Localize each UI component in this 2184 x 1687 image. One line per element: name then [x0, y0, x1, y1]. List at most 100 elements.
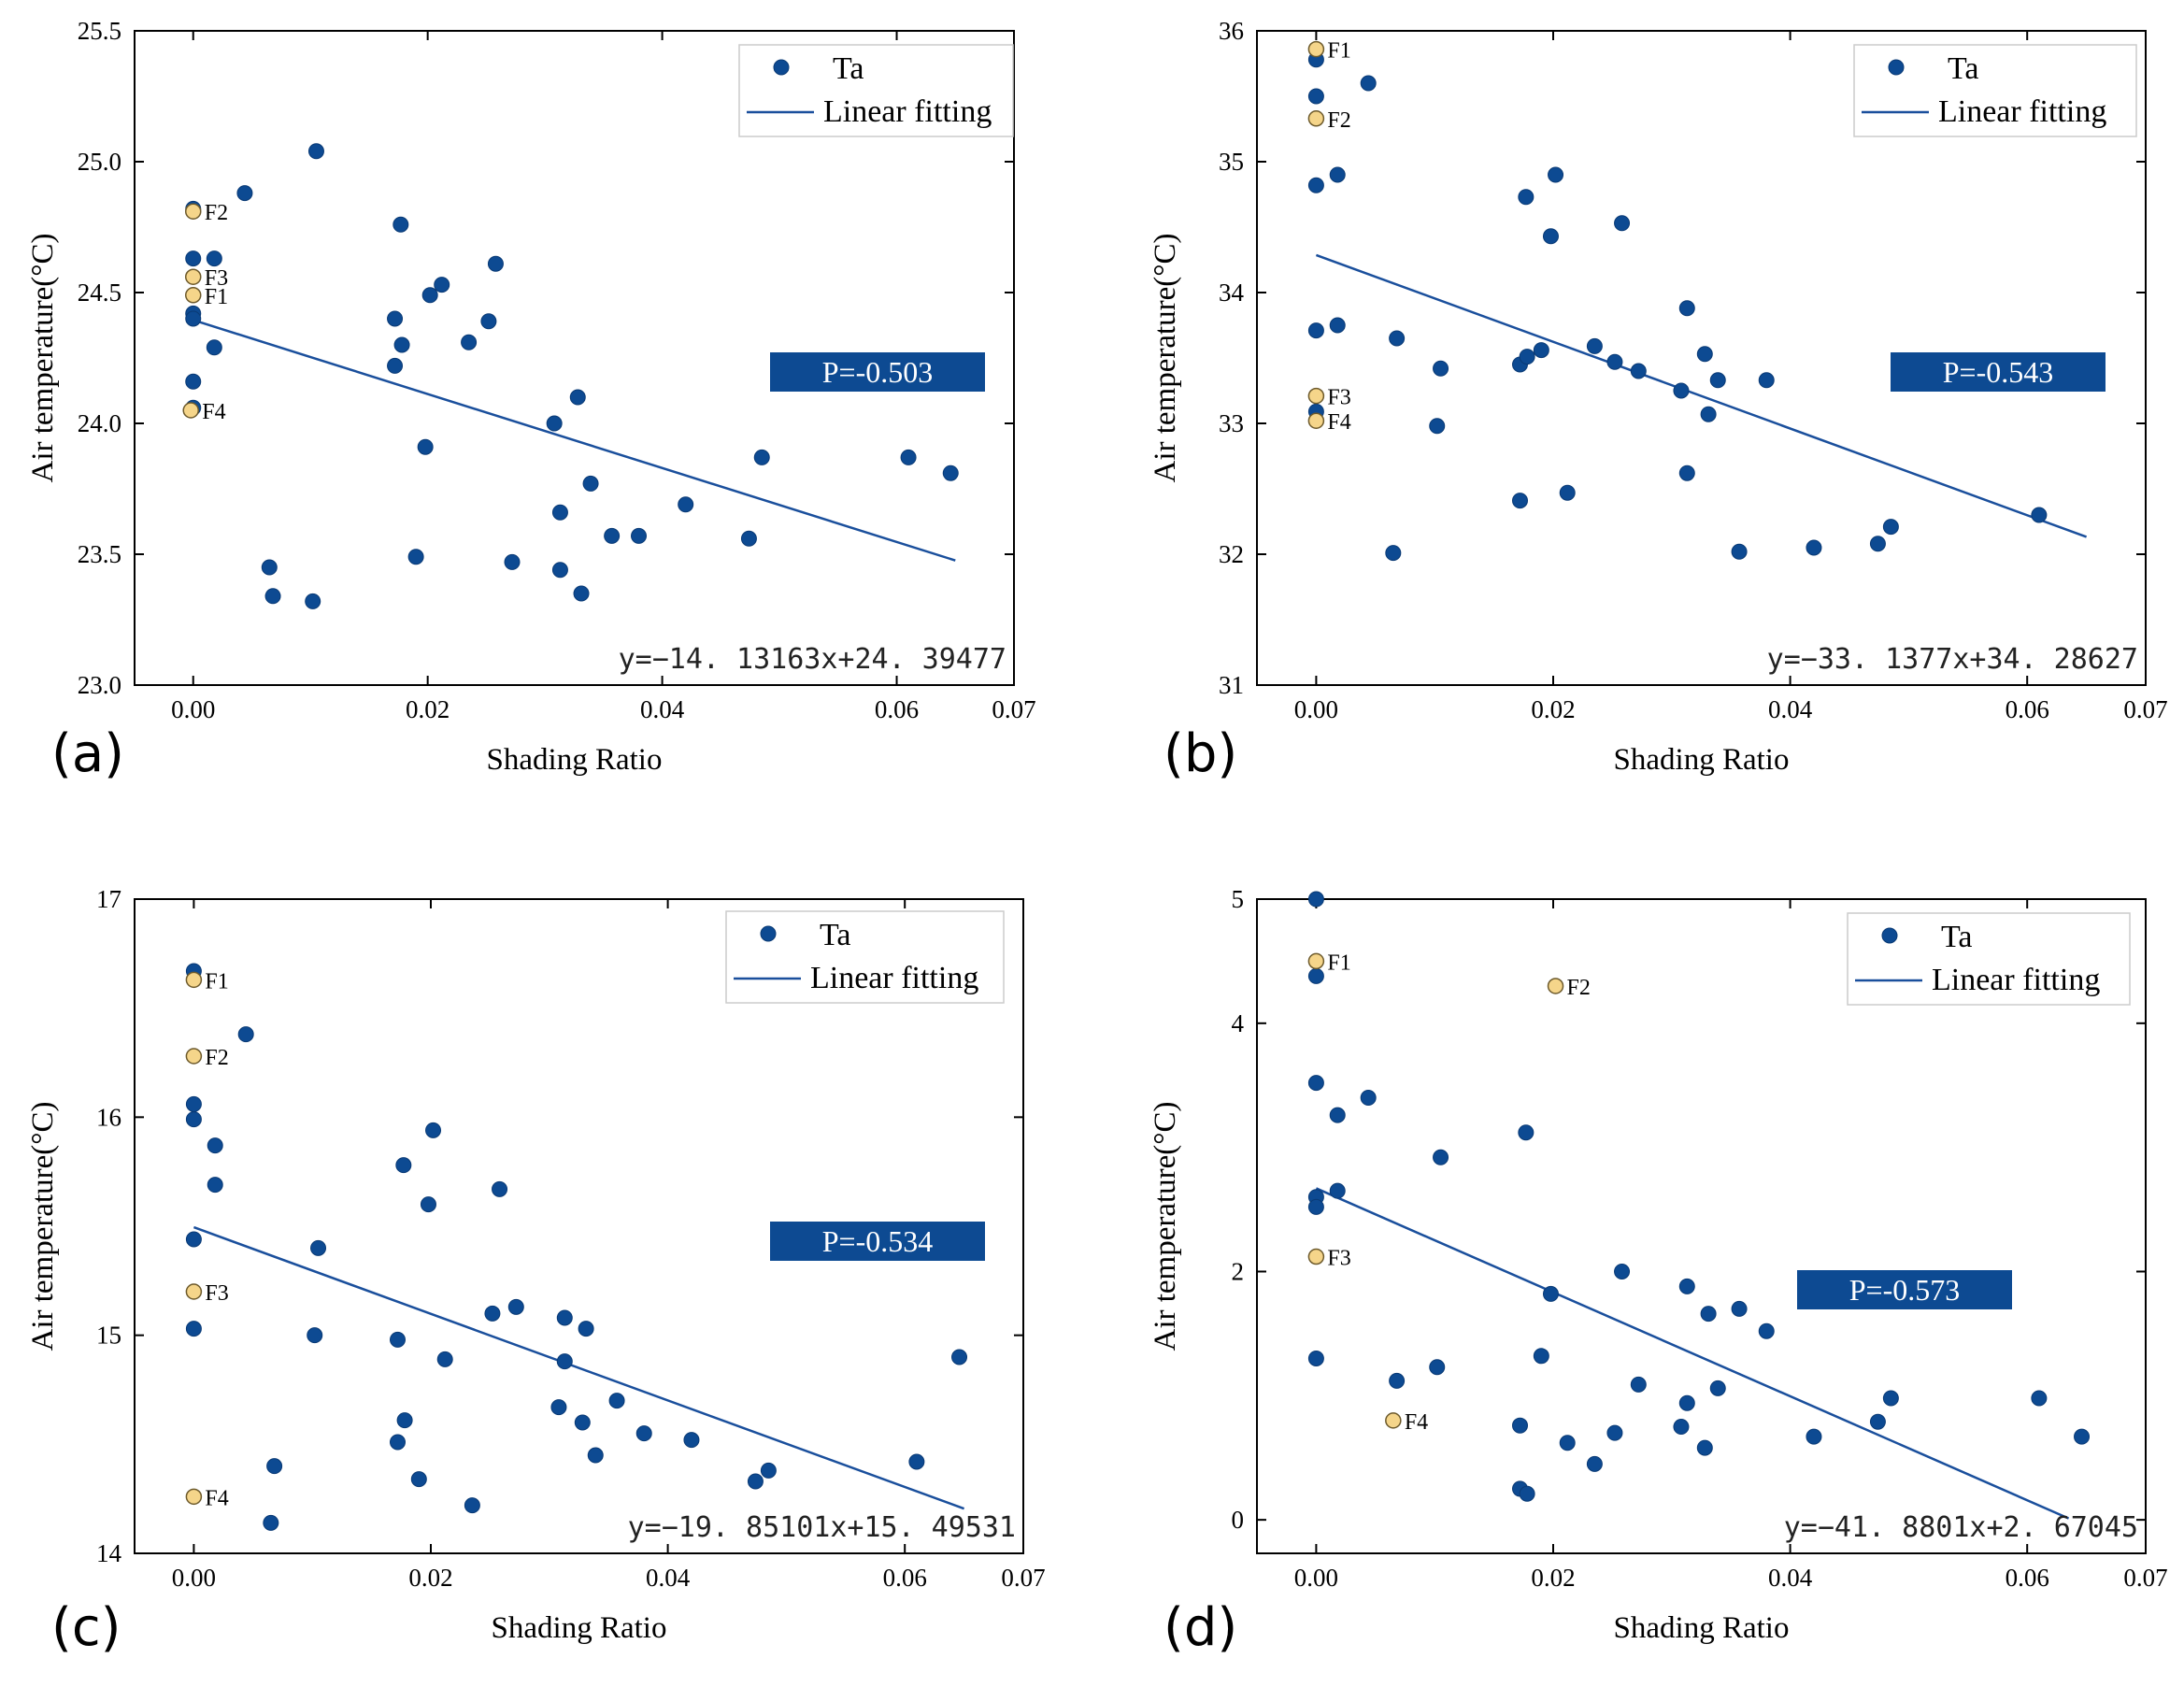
data-point [1678, 1394, 1695, 1411]
x-tick-label: 0.00 [172, 1564, 216, 1592]
data-point [436, 1351, 453, 1367]
data-point [1586, 1455, 1603, 1472]
data-point [266, 1458, 283, 1475]
data-point [393, 216, 409, 233]
data-point [1806, 539, 1822, 556]
data-point [574, 1414, 591, 1431]
highlight-point [1307, 1248, 1325, 1265]
y-tick-label: 31 [1219, 671, 1244, 699]
highlight-label: F4 [1405, 1410, 1428, 1435]
fit-equation: y=−41. 8801x+2. 67045 [1784, 1511, 2138, 1544]
x-tick-label: 0.06 [883, 1564, 927, 1592]
data-point [1606, 1424, 1623, 1441]
data-point [1519, 349, 1535, 365]
fit-line [1315, 1187, 2070, 1520]
x-tick-label: 0.04 [646, 1564, 691, 1592]
legend-label-ta: Ta [1948, 51, 1979, 86]
data-point [608, 1393, 625, 1409]
legend-label-fit: Linear fitting [810, 961, 978, 995]
x-axis-title: Shading Ratio [492, 1611, 667, 1645]
p-value-label: P=-0.543 [1943, 355, 2054, 389]
data-point [1709, 372, 1726, 389]
data-point [1385, 545, 1402, 562]
y-tick-label: 25.0 [78, 148, 121, 176]
y-tick-label: 23.5 [78, 540, 121, 568]
chart-panel-a: 0.00 0.02 0.04 0.06 0.07 23.0 23.5 24.0 24.5 25.0… [26, 17, 1036, 784]
data-point [185, 1111, 202, 1128]
data-point [604, 527, 621, 544]
data-point [760, 1462, 777, 1479]
data-point [556, 1353, 573, 1370]
data-point [1673, 1419, 1690, 1436]
data-point [740, 530, 757, 547]
data-point [1559, 1435, 1576, 1451]
data-point [587, 1447, 604, 1464]
data-point [2031, 1390, 2048, 1407]
x-tick-label: 0.04 [1768, 1564, 1813, 1592]
data-point [461, 334, 478, 350]
data-point [1586, 337, 1603, 354]
x-tick-label: 0.06 [875, 695, 919, 723]
panel-label: (b) [1163, 723, 1237, 784]
data-point [1518, 189, 1535, 206]
data-point [1630, 363, 1647, 379]
highlight-label: F2 [205, 1046, 228, 1070]
x-tick-label: 0.07 [1001, 1564, 1045, 1592]
data-point [1429, 1359, 1446, 1376]
data-point [1700, 1306, 1717, 1322]
data-point [185, 1321, 202, 1337]
x-tick-label: 0.07 [992, 695, 1035, 723]
plot-frame [1256, 30, 2147, 686]
data-point [1709, 1380, 1726, 1396]
y-tick-label: 2 [1232, 1257, 1245, 1285]
data-point [305, 593, 321, 609]
legend-label-ta: Ta [820, 918, 851, 952]
legend-marker [1888, 59, 1905, 76]
data-point [1806, 1428, 1822, 1445]
data-point [582, 475, 599, 492]
data-point [1542, 1285, 1559, 1302]
fit-line [1315, 253, 2088, 538]
data-point [1433, 1149, 1449, 1165]
data-point [569, 389, 586, 406]
data-point [389, 1434, 406, 1451]
panel-label: (d) [1163, 1597, 1237, 1658]
legend-label-fit: Linear fitting [1938, 94, 2106, 129]
data-point [1329, 166, 1346, 183]
data-point [942, 465, 959, 481]
x-tick-label: 0.04 [1768, 695, 1813, 723]
data-point [310, 1239, 327, 1256]
data-point [1307, 891, 1324, 908]
data-point [185, 250, 202, 267]
data-point [1731, 1300, 1748, 1317]
fit-equation: y=−14. 13163x+24. 39477 [619, 643, 1006, 676]
data-point [1533, 1348, 1549, 1365]
data-point [551, 562, 568, 579]
data-point [1519, 1485, 1535, 1502]
data-point [434, 277, 450, 293]
data-point [1542, 228, 1559, 245]
data-point [207, 1137, 223, 1154]
data-point [556, 1309, 573, 1326]
y-tick-label: 16 [96, 1103, 121, 1131]
data-point [487, 255, 504, 272]
data-point [1559, 484, 1576, 501]
data-point [1307, 1075, 1324, 1092]
highlight-label: F2 [1327, 108, 1350, 133]
legend-box [1847, 912, 2131, 1006]
y-tick-label: 34 [1219, 279, 1245, 307]
legend-label-ta: Ta [833, 51, 864, 86]
data-point [1678, 1278, 1695, 1294]
y-tick-label: 0 [1232, 1506, 1245, 1534]
x-axis-title: Shading Ratio [1614, 1611, 1790, 1645]
highlight-point [1307, 412, 1325, 429]
legend-marker [760, 925, 777, 942]
data-point [551, 504, 568, 521]
x-tick-label: 0.02 [406, 695, 450, 723]
fit-line [193, 319, 956, 562]
y-tick-label: 36 [1219, 17, 1244, 45]
data-point [678, 496, 694, 513]
data-point [1329, 1182, 1346, 1199]
x-tick-label: 0.04 [640, 695, 685, 723]
